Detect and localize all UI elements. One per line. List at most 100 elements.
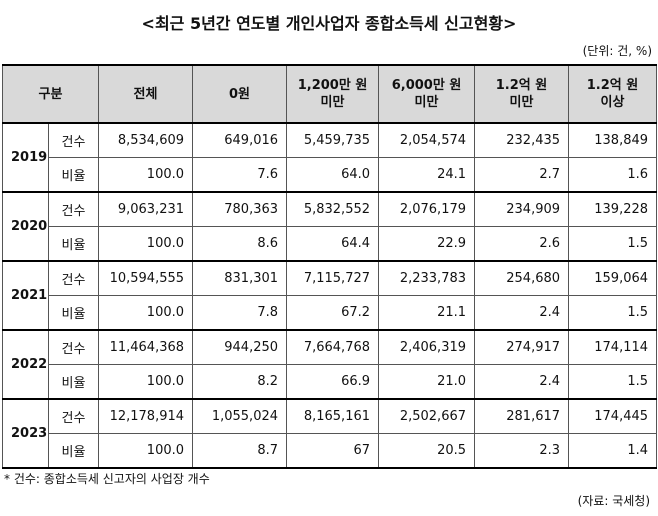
row-label: 건수 — [47, 329, 100, 365]
value-cell: 274,917 — [474, 329, 570, 365]
row-label: 건수 — [47, 191, 100, 227]
value-cell: 7.6 — [192, 157, 288, 193]
row-label: 비율 — [47, 364, 100, 400]
value-cell: 944,250 — [192, 329, 288, 365]
value-cell: 100.0 — [98, 364, 194, 400]
table-row: 2019 건수 8,534,609 649,016 5,459,735 2,054,574… — [2, 122, 658, 193]
value-cell: 100.0 — [98, 295, 194, 331]
value-cell: 831,301 — [192, 260, 288, 296]
row-label: 건수 — [47, 260, 100, 296]
value-cell: 21.0 — [378, 364, 476, 400]
header-cell: 1.2억 원 미만 — [474, 64, 570, 124]
year-cell: 2019 — [2, 122, 49, 193]
value-cell: 11,464,368 — [98, 329, 194, 365]
value-cell: 234,909 — [474, 191, 570, 227]
value-cell: 67.2 — [286, 295, 380, 331]
row-label: 건수 — [47, 398, 100, 434]
value-cell: 138,849 — [568, 122, 658, 158]
value-cell: 7.8 — [192, 295, 288, 331]
value-cell: 2,076,179 — [378, 191, 476, 227]
header-row: 구분 전체 0원 1,200만 원 미만 6,000만 원 미만 1.2억 원 미만 1.2… — [1, 64, 658, 124]
value-cell: 1,055,024 — [192, 398, 288, 434]
value-cell: 1.5 — [568, 226, 658, 262]
value-cell: 2,502,667 — [378, 398, 476, 434]
header-cell: 1.2억 원 이상 — [568, 64, 658, 124]
value-cell: 232,435 — [474, 122, 570, 158]
value-cell: 5,459,735 — [286, 122, 380, 158]
table-row: 2021 건수 10,594,555 831,301 7,115,727 2,233,78… — [2, 260, 658, 331]
value-cell: 2,233,783 — [378, 260, 476, 296]
year-cell: 2021 — [2, 260, 49, 331]
value-cell: 8.2 — [192, 364, 288, 400]
table-row: 2023 건수 12,178,914 1,055,024 8,165,161 2,502,… — [2, 398, 658, 469]
value-cell: 254,680 — [474, 260, 570, 296]
value-cell: 1.5 — [568, 364, 658, 400]
value-cell: 9,063,231 — [98, 191, 194, 227]
value-cell: 64.4 — [286, 226, 380, 262]
table-row: 2022 건수 11,464,368 944,250 7,664,768 2,406,31… — [2, 329, 658, 400]
value-cell: 24.1 — [378, 157, 476, 193]
value-cell: 7,115,727 — [286, 260, 380, 296]
row-label: 건수 — [47, 122, 100, 158]
header-cell: 1,200만 원 미만 — [286, 64, 380, 124]
value-cell: 281,617 — [474, 398, 570, 434]
table-body: 2019 건수 8,534,609 649,016 5,459,735 2,054,574… — [2, 122, 658, 469]
year-cell: 2023 — [2, 398, 49, 469]
value-cell: 1.6 — [568, 157, 658, 193]
header-cell: 6,000만 원 미만 — [378, 64, 476, 124]
value-cell: 2.4 — [474, 364, 570, 400]
value-cell: 780,363 — [192, 191, 288, 227]
header-cell: 구분 — [1, 64, 100, 124]
unit-note: (단위: 건, %) — [582, 44, 652, 58]
value-cell: 8,165,161 — [286, 398, 380, 434]
value-cell: 20.5 — [378, 433, 476, 469]
row-label: 비율 — [47, 157, 100, 193]
footnote: * 건수: 종합소득세 신고자의 사업장 개수 — [4, 472, 210, 486]
value-cell: 2.7 — [474, 157, 570, 193]
row-label: 비율 — [47, 226, 100, 262]
table-row: 비율 100.0 8.2 66.9 21.0 2.4 1.5 — [3, 364, 658, 400]
header-cell: 0원 — [192, 64, 288, 124]
data-table: 구분 전체 0원 1,200만 원 미만 6,000만 원 미만 1.2억 원 미만 1.2… — [1, 64, 658, 469]
table-header: 구분 전체 0원 1,200만 원 미만 6,000만 원 미만 1.2억 원 미만 1.2… — [1, 64, 658, 124]
value-cell: 174,445 — [568, 398, 658, 434]
header-cell: 전체 — [98, 64, 194, 124]
value-cell: 8,534,609 — [98, 122, 194, 158]
title: <최근 5년간 연도별 개인사업자 종합소득세 신고현황> — [141, 14, 517, 33]
year-cell: 2020 — [2, 191, 49, 262]
value-cell: 8.6 — [192, 226, 288, 262]
value-cell: 174,114 — [568, 329, 658, 365]
table-row: 비율 100.0 7.8 67.2 21.1 2.4 1.5 — [3, 295, 658, 331]
table-row: 비율 100.0 8.7 67 20.5 2.3 1.4 — [3, 433, 658, 469]
value-cell: 7,664,768 — [286, 329, 380, 365]
value-cell: 649,016 — [192, 122, 288, 158]
value-cell: 67 — [286, 433, 380, 469]
value-cell: 159,064 — [568, 260, 658, 296]
value-cell: 1.4 — [568, 433, 658, 469]
value-cell: 139,228 — [568, 191, 658, 227]
value-cell: 2.6 — [474, 226, 570, 262]
row-label: 비율 — [47, 433, 100, 469]
year-cell: 2022 — [2, 329, 49, 400]
value-cell: 2,406,319 — [378, 329, 476, 365]
value-cell: 66.9 — [286, 364, 380, 400]
source: (자료: 국세청) — [577, 494, 650, 508]
value-cell: 10,594,555 — [98, 260, 194, 296]
value-cell: 100.0 — [98, 226, 194, 262]
value-cell: 5,832,552 — [286, 191, 380, 227]
value-cell: 2.4 — [474, 295, 570, 331]
value-cell: 64.0 — [286, 157, 380, 193]
table-row: 비율 100.0 7.6 64.0 24.1 2.7 1.6 — [3, 157, 658, 193]
value-cell: 100.0 — [98, 433, 194, 469]
value-cell: 1.5 — [568, 295, 658, 331]
value-cell: 8.7 — [192, 433, 288, 469]
value-cell: 21.1 — [378, 295, 476, 331]
value-cell: 2,054,574 — [378, 122, 476, 158]
value-cell: 100.0 — [98, 157, 194, 193]
value-cell: 12,178,914 — [98, 398, 194, 434]
row-label: 비율 — [47, 295, 100, 331]
value-cell: 2.3 — [474, 433, 570, 469]
table-row: 2020 건수 9,063,231 780,363 5,832,552 2,076,179… — [2, 191, 658, 262]
value-cell: 22.9 — [378, 226, 476, 262]
